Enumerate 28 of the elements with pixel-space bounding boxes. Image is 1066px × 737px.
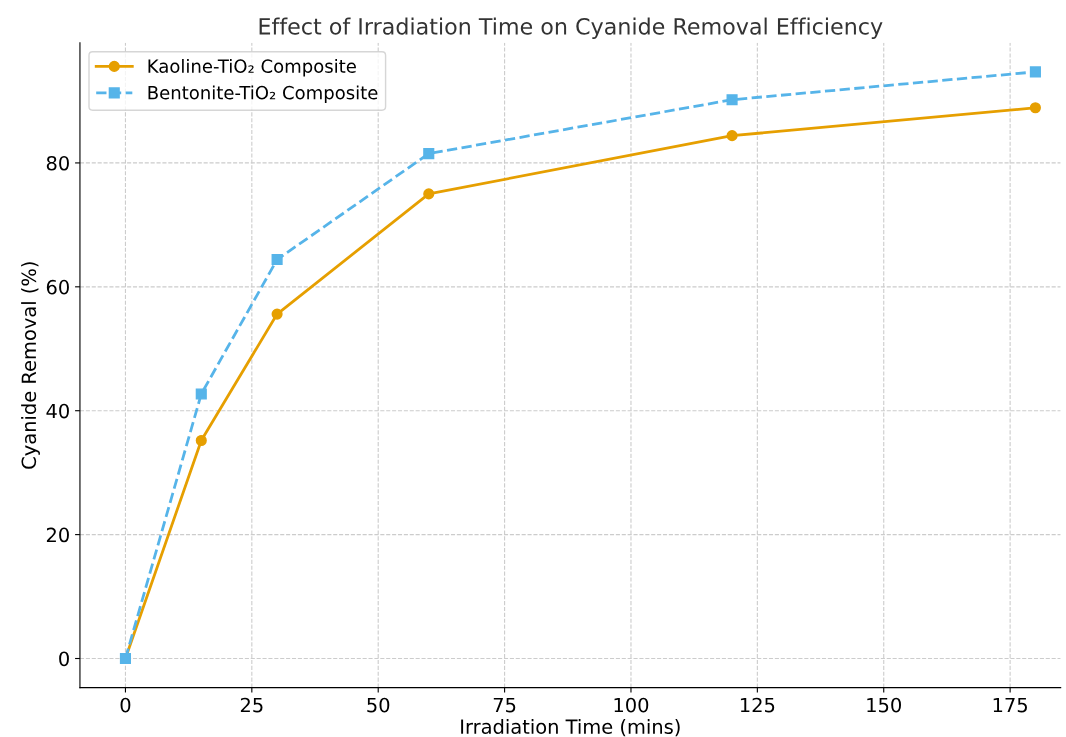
chart-title: Effect of Irradiation Time on Cyanide Removal Efficiency (259, 17, 883, 40)
x-axis-title: Irradiation Time (mins) (461, 718, 680, 737)
point (423, 188, 435, 200)
point (271, 308, 283, 320)
y-tick-label: 80 (46, 155, 69, 171)
x-tick-label: 125 (740, 697, 775, 713)
point (195, 434, 207, 447)
y-tick-label: 60 (46, 279, 69, 295)
x-tick-label: 25 (240, 697, 263, 713)
x-tick-label: 175 (993, 697, 1027, 713)
point (726, 94, 738, 106)
legend-label: Bentonite-TiO₂ Composite (148, 85, 378, 103)
x-tick-label: 0 (120, 697, 131, 713)
point (271, 254, 283, 266)
x-tick-label: 75 (493, 697, 516, 713)
y-tick-label: 20 (46, 527, 69, 543)
y-tick-label: 0 (59, 651, 69, 667)
point (1029, 102, 1041, 114)
x-tick-label: 50 (367, 697, 390, 713)
x-tick-label: 100 (614, 697, 649, 713)
x-tick-label: 150 (867, 697, 901, 713)
point (726, 130, 738, 142)
point (195, 388, 207, 400)
y-tick-label: 40 (46, 403, 69, 419)
legend-label: Kaoline-TiO₂ Composite (148, 59, 356, 77)
point (1029, 66, 1041, 78)
point (423, 148, 435, 160)
y-axis-title: Cyanide Removal (%) (21, 262, 40, 469)
